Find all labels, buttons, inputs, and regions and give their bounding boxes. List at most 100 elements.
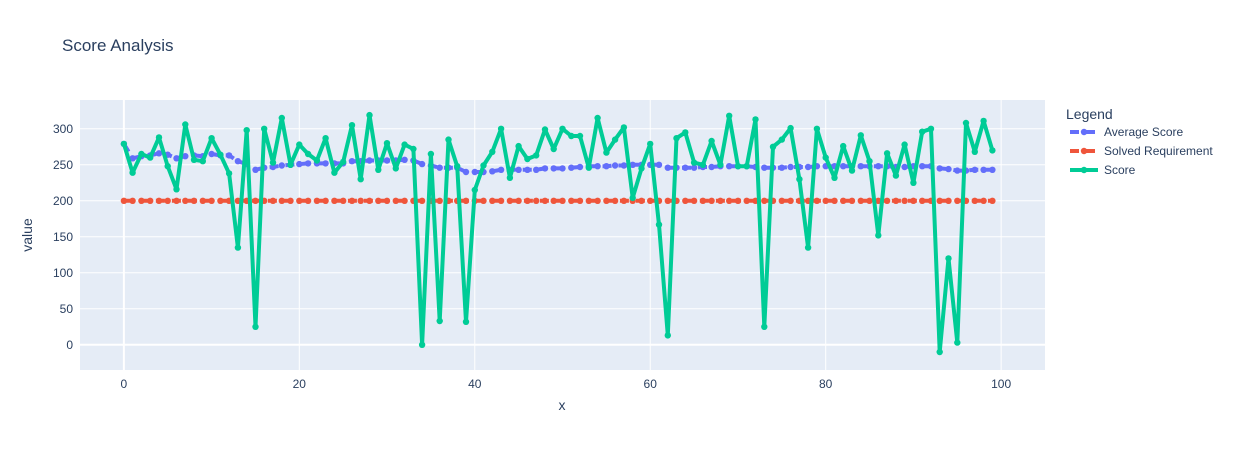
data-point-average-score (804, 163, 812, 171)
data-point-solved-requirement (366, 197, 373, 204)
data-point-solved-requirement (383, 197, 391, 204)
data-point-solved-requirement (313, 197, 321, 204)
data-point-score (445, 136, 452, 143)
data-point-score (489, 148, 496, 155)
x-tick-label: 100 (991, 377, 1011, 391)
data-point-average-score (155, 150, 163, 157)
data-point-average-score (682, 164, 689, 171)
data-point-score (261, 125, 268, 132)
data-point-average-score (778, 164, 785, 171)
data-point-average-score (603, 163, 610, 170)
data-point-score (726, 112, 733, 120)
data-point-solved-requirement (664, 197, 671, 204)
data-point-score (375, 166, 382, 173)
data-point-solved-requirement (787, 197, 794, 204)
data-point-score (366, 111, 373, 119)
data-point-solved-requirement (190, 197, 198, 204)
data-point-average-score (182, 153, 189, 160)
data-point-score (471, 186, 478, 194)
data-point-score (708, 137, 715, 145)
data-point-average-score (945, 165, 952, 173)
data-point-average-score (278, 162, 285, 169)
series-layer (120, 111, 996, 356)
data-point-score (980, 117, 987, 125)
data-point-solved-requirement (541, 197, 549, 204)
data-point-solved-requirement (778, 197, 785, 204)
data-point-score (348, 122, 356, 129)
data-point-score (761, 323, 768, 330)
data-point-score (304, 150, 312, 158)
data-point-solved-requirement (462, 197, 470, 204)
data-point-solved-requirement (585, 197, 592, 204)
data-point-score (866, 158, 873, 165)
data-point-solved-requirement (155, 197, 163, 204)
data-point-solved-requirement (217, 197, 224, 204)
data-point-score (945, 255, 952, 262)
data-point-solved-requirement (682, 197, 689, 204)
data-point-score (454, 163, 461, 170)
data-point-score (629, 194, 636, 202)
data-point-score (383, 140, 391, 147)
data-point-score (954, 339, 961, 346)
data-point-average-score (252, 166, 259, 173)
data-point-score (515, 142, 522, 150)
data-point-average-score (787, 163, 794, 171)
data-point-score (883, 150, 891, 157)
data-point-score (217, 151, 224, 158)
x-tick-label: 80 (819, 377, 833, 391)
data-point-average-score (901, 163, 908, 171)
data-point-solved-requirement (182, 197, 189, 204)
data-point-average-score (655, 161, 663, 168)
data-point-average-score (919, 163, 926, 170)
data-point-score (357, 176, 364, 183)
data-point-score (269, 159, 277, 166)
data-point-solved-requirement (278, 197, 285, 204)
data-point-score (225, 170, 233, 177)
data-point-score (848, 167, 856, 174)
data-point-solved-requirement (761, 197, 768, 204)
legend-label-average-score: Average Score (1104, 125, 1183, 139)
data-point-average-score (208, 150, 215, 158)
data-point-average-score (568, 164, 575, 171)
data-point-score (199, 158, 206, 165)
y-tick-label: 250 (53, 158, 73, 172)
data-point-score (410, 145, 417, 153)
data-point-score (506, 174, 514, 181)
data-point-score (840, 142, 847, 150)
y-tick-label: 300 (53, 122, 73, 136)
data-point-score (287, 161, 294, 168)
data-point-average-score (418, 160, 426, 168)
data-point-score (392, 165, 399, 172)
data-point-average-score (708, 163, 715, 171)
legend-marker-solved-requirement (1080, 147, 1088, 155)
data-point-average-score (875, 163, 882, 170)
data-point-score (690, 159, 698, 166)
legend-items: Average Score Solved Requirement Score (1070, 125, 1213, 177)
data-point-score (278, 114, 285, 122)
chart-title: Score Analysis (62, 36, 174, 55)
data-point-solved-requirement (708, 197, 715, 204)
data-point-average-score (980, 166, 987, 173)
data-point-solved-requirement (971, 197, 978, 204)
data-point-score (331, 169, 338, 176)
y-tick-label: 200 (53, 194, 73, 208)
data-point-solved-requirement (883, 197, 891, 204)
y-axis-label: value (19, 218, 35, 252)
data-point-solved-requirement (726, 197, 733, 204)
data-point-average-score (366, 157, 373, 164)
legend-marker-average-score (1080, 128, 1088, 136)
data-point-score (910, 179, 917, 186)
data-point-solved-requirement (603, 197, 610, 204)
data-point-solved-requirement (743, 197, 750, 204)
data-point-average-score (559, 165, 566, 172)
data-point-solved-requirement (436, 197, 443, 204)
data-point-score (962, 119, 970, 127)
data-point-score (533, 152, 540, 159)
x-tick-label: 0 (121, 377, 128, 391)
data-point-score (550, 145, 557, 153)
data-point-average-score (515, 166, 522, 173)
data-point-score (436, 317, 443, 325)
data-point-average-score (954, 167, 961, 174)
data-point-score (155, 134, 163, 141)
data-point-solved-requirement (576, 197, 584, 204)
